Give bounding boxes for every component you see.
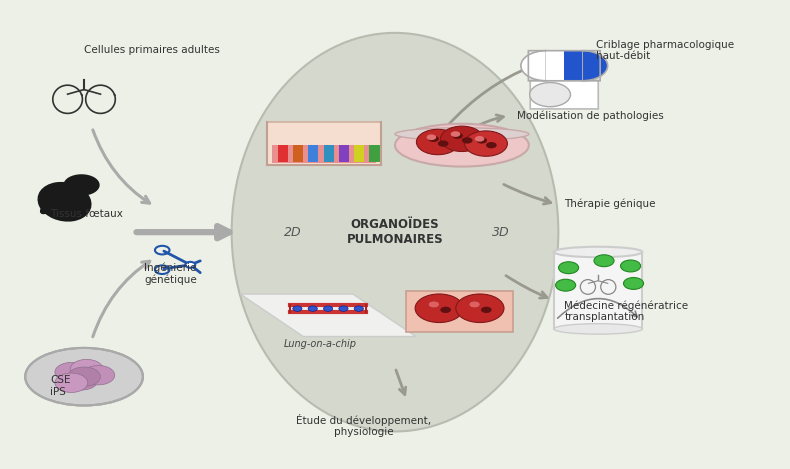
Circle shape <box>293 306 302 311</box>
Circle shape <box>555 279 576 291</box>
Circle shape <box>428 301 439 308</box>
Circle shape <box>186 262 195 268</box>
Ellipse shape <box>554 324 642 334</box>
Circle shape <box>427 135 436 140</box>
Circle shape <box>465 131 507 156</box>
Ellipse shape <box>395 128 529 140</box>
Text: Criblage pharmacologique
haut-débit: Criblage pharmacologique haut-débit <box>596 39 734 61</box>
Circle shape <box>55 363 88 382</box>
Bar <box>547 51 564 81</box>
Circle shape <box>469 301 480 308</box>
Text: ORGANOÏDES
PULMONAIRES: ORGANOÏDES PULMONAIRES <box>347 218 443 246</box>
Circle shape <box>82 365 115 385</box>
Circle shape <box>469 301 480 308</box>
Bar <box>354 145 364 162</box>
Text: Étude du développement,
physiologie: Étude du développement, physiologie <box>296 414 431 438</box>
Circle shape <box>475 136 484 142</box>
Bar <box>564 51 582 81</box>
Text: Tissus fœtaux: Tissus fœtaux <box>51 209 123 219</box>
Circle shape <box>68 367 100 386</box>
Ellipse shape <box>395 124 529 166</box>
Bar <box>277 145 288 162</box>
Text: Modélisation de pathologies: Modélisation de pathologies <box>517 110 664 121</box>
Circle shape <box>65 371 98 390</box>
Ellipse shape <box>554 247 642 257</box>
Text: Ingénierie
génétique: Ingénierie génétique <box>145 263 197 286</box>
Text: Médecine régénératrice
transplantation: Médecine régénératrice transplantation <box>564 300 688 323</box>
Bar <box>293 145 303 162</box>
Circle shape <box>594 255 614 267</box>
Circle shape <box>70 359 103 379</box>
FancyBboxPatch shape <box>530 80 598 109</box>
Circle shape <box>456 294 504 323</box>
Circle shape <box>620 260 641 272</box>
Wedge shape <box>521 51 547 81</box>
Ellipse shape <box>40 198 59 214</box>
Bar <box>370 145 380 162</box>
Circle shape <box>623 278 644 289</box>
Circle shape <box>441 126 483 151</box>
Circle shape <box>481 307 491 313</box>
Circle shape <box>450 131 461 137</box>
Bar <box>339 145 349 162</box>
Circle shape <box>440 307 451 313</box>
Wedge shape <box>582 51 608 81</box>
Bar <box>554 252 642 329</box>
Circle shape <box>453 132 463 139</box>
Bar <box>272 144 376 163</box>
Circle shape <box>308 306 318 311</box>
Text: 3D: 3D <box>492 226 510 239</box>
Text: 2D: 2D <box>284 226 302 239</box>
Circle shape <box>438 140 449 147</box>
Text: Thérapie génique: Thérapie génique <box>564 199 656 210</box>
Circle shape <box>462 137 472 144</box>
Bar <box>324 145 334 162</box>
Text: Lung-on-a-chip: Lung-on-a-chip <box>284 339 357 349</box>
Ellipse shape <box>37 182 92 222</box>
Circle shape <box>415 294 463 323</box>
Circle shape <box>428 136 439 142</box>
Bar <box>268 122 381 166</box>
Text: Cellules primaires adultes: Cellules primaires adultes <box>84 45 220 55</box>
Circle shape <box>339 306 348 311</box>
Bar <box>308 145 318 162</box>
Text: CSE
iPS: CSE iPS <box>51 375 70 397</box>
Circle shape <box>486 142 497 148</box>
Circle shape <box>354 306 363 311</box>
Circle shape <box>323 306 333 311</box>
Ellipse shape <box>231 33 559 431</box>
Circle shape <box>428 301 439 308</box>
Circle shape <box>476 137 487 144</box>
Polygon shape <box>240 294 416 336</box>
Ellipse shape <box>25 348 143 406</box>
Bar <box>406 291 513 332</box>
Circle shape <box>559 262 578 274</box>
Circle shape <box>416 129 459 155</box>
Circle shape <box>55 373 88 393</box>
Circle shape <box>63 174 100 196</box>
Circle shape <box>529 83 570 107</box>
